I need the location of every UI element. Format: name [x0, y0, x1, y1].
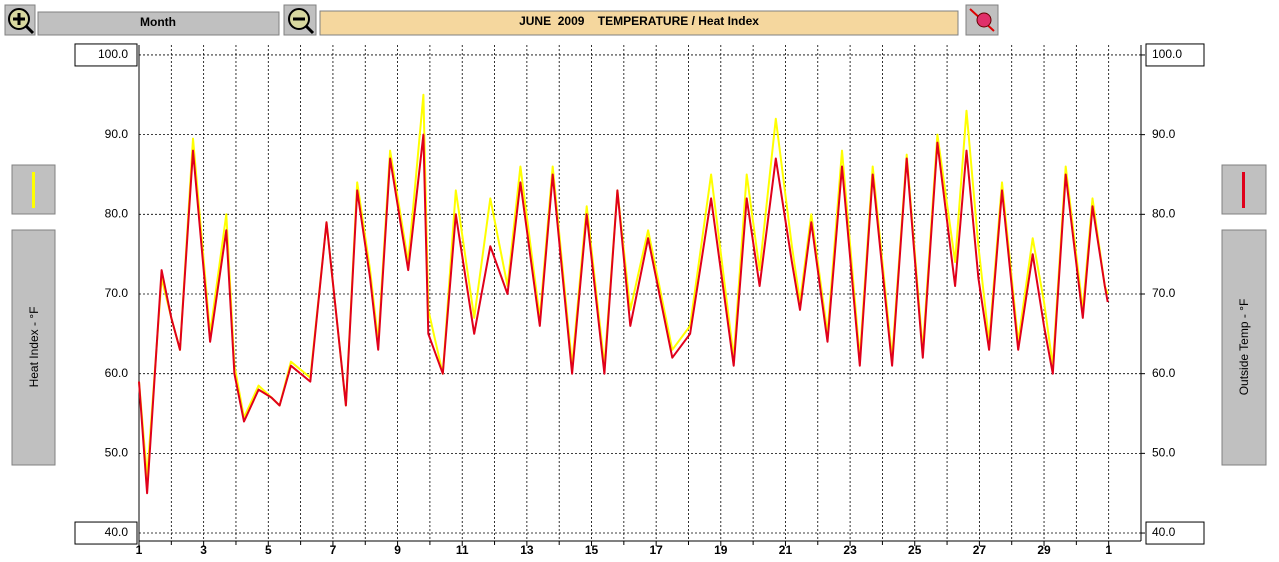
settings-icon[interactable] — [965, 4, 999, 36]
title-bar — [319, 10, 959, 36]
y-tick-label: 80.0 — [105, 206, 129, 220]
y-tick-box — [74, 521, 138, 545]
x-tick-label: 1 — [1105, 543, 1112, 557]
x-tick-label: 5 — [265, 543, 272, 557]
right-axis-label: Outside Temp - °F — [1237, 299, 1251, 396]
x-tick-label: 19 — [714, 543, 728, 557]
x-tick-label: 9 — [394, 543, 401, 557]
x-tick-label: 17 — [649, 543, 663, 557]
left-axis-label: Heat Index - °F — [27, 307, 41, 388]
left-axis-panel — [11, 229, 56, 466]
x-tick-label: 21 — [779, 543, 793, 557]
plot-area — [139, 45, 1141, 541]
y-tick-label: 90.0 — [105, 127, 129, 141]
y2-tick-label: 90.0 — [1152, 127, 1176, 141]
x-tick-label: 27 — [973, 543, 987, 557]
right-legend-swatch — [1242, 172, 1245, 208]
y2-tick-label: 70.0 — [1152, 286, 1176, 300]
y2-tick-box — [1145, 521, 1205, 545]
x-tick-label: 29 — [1037, 543, 1051, 557]
y2-tick-box — [1145, 43, 1205, 67]
y-tick-label: 100.0 — [98, 47, 128, 61]
y2-tick-label: 50.0 — [1152, 446, 1176, 460]
left-legend-swatch — [32, 172, 35, 208]
y-tick-label: 60.0 — [105, 366, 129, 380]
y2-tick-label: 60.0 — [1152, 366, 1176, 380]
period-label: Month — [140, 15, 176, 29]
y2-tick-label: 40.0 — [1152, 525, 1176, 539]
y-tick-box — [74, 43, 138, 67]
y2-tick-label: 80.0 — [1152, 206, 1176, 220]
series-line — [138, 133, 1109, 495]
y-tick-label: 50.0 — [105, 446, 129, 460]
period-button[interactable] — [37, 11, 280, 36]
zoom-out-button[interactable] — [283, 4, 317, 36]
chart-title: JUNE 2009 TEMPERATURE / Heat Index — [519, 14, 759, 28]
right-axis-panel — [1221, 229, 1267, 466]
x-tick-label: 25 — [908, 543, 922, 557]
x-tick-label: 1 — [136, 543, 143, 557]
y-tick-label: 70.0 — [105, 286, 129, 300]
y-tick-label: 40.0 — [105, 525, 129, 539]
x-tick-label: 11 — [456, 543, 469, 557]
x-tick-label: 7 — [330, 543, 337, 557]
zoom-in-button[interactable] — [4, 4, 36, 36]
x-tick-label: 23 — [843, 543, 857, 557]
x-tick-label: 13 — [520, 543, 534, 557]
y2-tick-label: 100.0 — [1152, 47, 1182, 61]
x-tick-label: 3 — [200, 543, 207, 557]
x-tick-label: 15 — [585, 543, 599, 557]
